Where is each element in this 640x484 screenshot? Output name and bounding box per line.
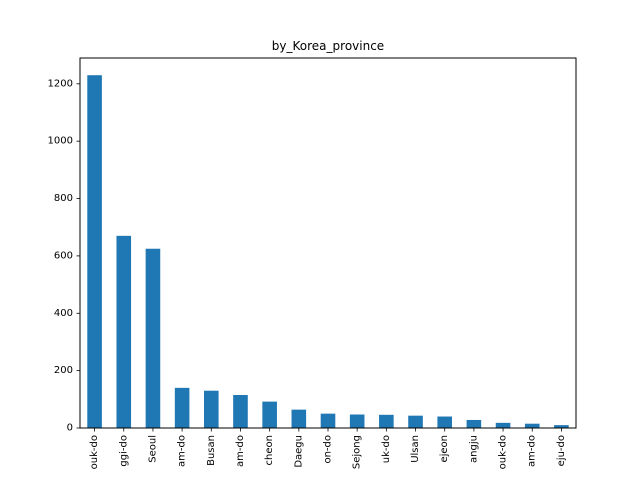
x-tick-label: eju-do (556, 435, 567, 466)
y-tick-label: 800 (54, 193, 73, 204)
y-tick-label: 1000 (48, 136, 73, 147)
y-tick-label: 600 (54, 250, 73, 261)
x-tick-label: ouk-do (89, 435, 100, 469)
x-tick-label: uk-do (381, 435, 392, 463)
bar (262, 401, 277, 428)
x-tick-label: Daegu (293, 435, 304, 468)
x-tick-label: Sejong (352, 435, 363, 469)
x-tick-label: Ulsan (410, 435, 421, 463)
x-tick-label: angju (468, 435, 479, 463)
y-tick-label: 400 (54, 308, 73, 319)
chart-title: by_Korea_province (272, 39, 384, 53)
x-axis: ouk-do ggi-do Seoul am-do Busan am-do cheon Dae… (89, 428, 567, 469)
bar (87, 75, 102, 429)
x-tick-label: Seoul (147, 435, 158, 463)
y-tick-label: 1200 (48, 78, 73, 89)
bar (524, 423, 540, 428)
x-tick-label: am-do (235, 435, 246, 467)
y-axis: 0 200 400 600 800 1000 1200 (48, 78, 80, 434)
y-tick-label: 0 (67, 423, 73, 434)
bar (466, 419, 482, 428)
bar (437, 416, 452, 428)
bar (554, 425, 569, 428)
plot-frame (79, 57, 577, 429)
bars-group (87, 75, 569, 429)
bar (145, 248, 161, 428)
x-tick-label: Busan (206, 435, 217, 466)
bar (495, 422, 511, 428)
x-tick-label: ggi-do (118, 435, 129, 467)
x-tick-label: ejeon (439, 435, 450, 463)
bar (408, 415, 423, 428)
bar (291, 409, 307, 428)
bar (116, 235, 132, 428)
bar (174, 387, 190, 428)
bar (349, 414, 365, 428)
x-tick-label: am-do (527, 435, 538, 467)
bar (204, 390, 219, 428)
x-tick-label: ouk-do (498, 435, 509, 469)
y-tick-label: 200 (54, 365, 73, 376)
bar (233, 395, 248, 428)
bar (379, 414, 394, 428)
x-tick-label: am-do (177, 435, 188, 467)
bar (320, 413, 336, 428)
x-tick-label: cheon (264, 435, 275, 465)
x-tick-label: on-do (323, 435, 334, 464)
